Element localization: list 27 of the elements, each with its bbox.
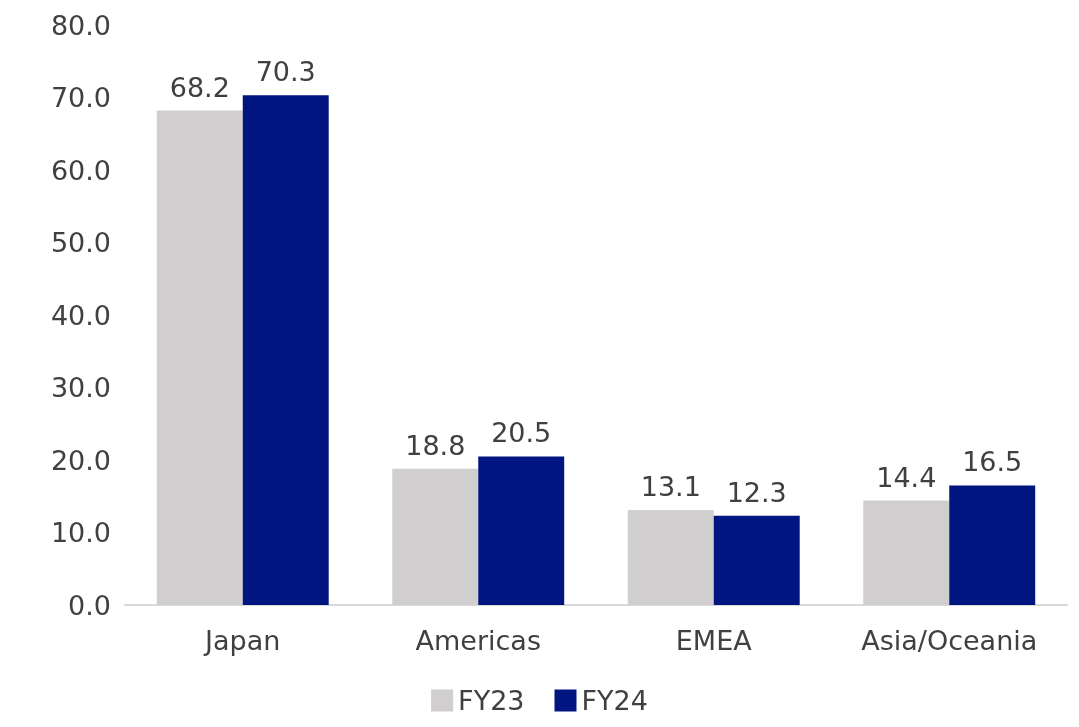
data-label: 18.8: [405, 429, 466, 461]
y-tick-label: 50.0: [50, 227, 111, 258]
bar: [242, 95, 329, 605]
legend-label: FY24: [581, 685, 648, 716]
y-tick-label: 60.0: [50, 154, 111, 186]
data-label: 12.3: [726, 476, 787, 508]
data-label: 16.5: [962, 446, 1023, 478]
data-label: 20.5: [491, 417, 552, 449]
y-tick-label: 30.0: [50, 372, 111, 403]
y-tick-label: 70.0: [50, 82, 111, 113]
bar: [949, 485, 1036, 605]
data-label: 68.2: [169, 71, 230, 103]
bar: [478, 456, 565, 605]
data-label: 70.3: [255, 56, 316, 88]
x-tick-label: Asia/Oceania: [861, 625, 1038, 656]
y-tick-label: 0.0: [68, 589, 111, 621]
x-tick-label: EMEA: [675, 625, 753, 656]
legend-label: FY23: [458, 685, 525, 716]
x-tick-label: Americas: [415, 625, 541, 656]
y-tick-label: 20.0: [50, 444, 111, 476]
data-label: 13.1: [640, 471, 701, 503]
bar: [713, 515, 800, 605]
y-tick-label: 80.0: [50, 9, 111, 41]
y-tick-label: 40.0: [50, 299, 111, 331]
data-label: 14.4: [876, 461, 937, 493]
x-tick-label: Japan: [203, 625, 281, 656]
y-tick-label: 10.0: [50, 517, 111, 548]
